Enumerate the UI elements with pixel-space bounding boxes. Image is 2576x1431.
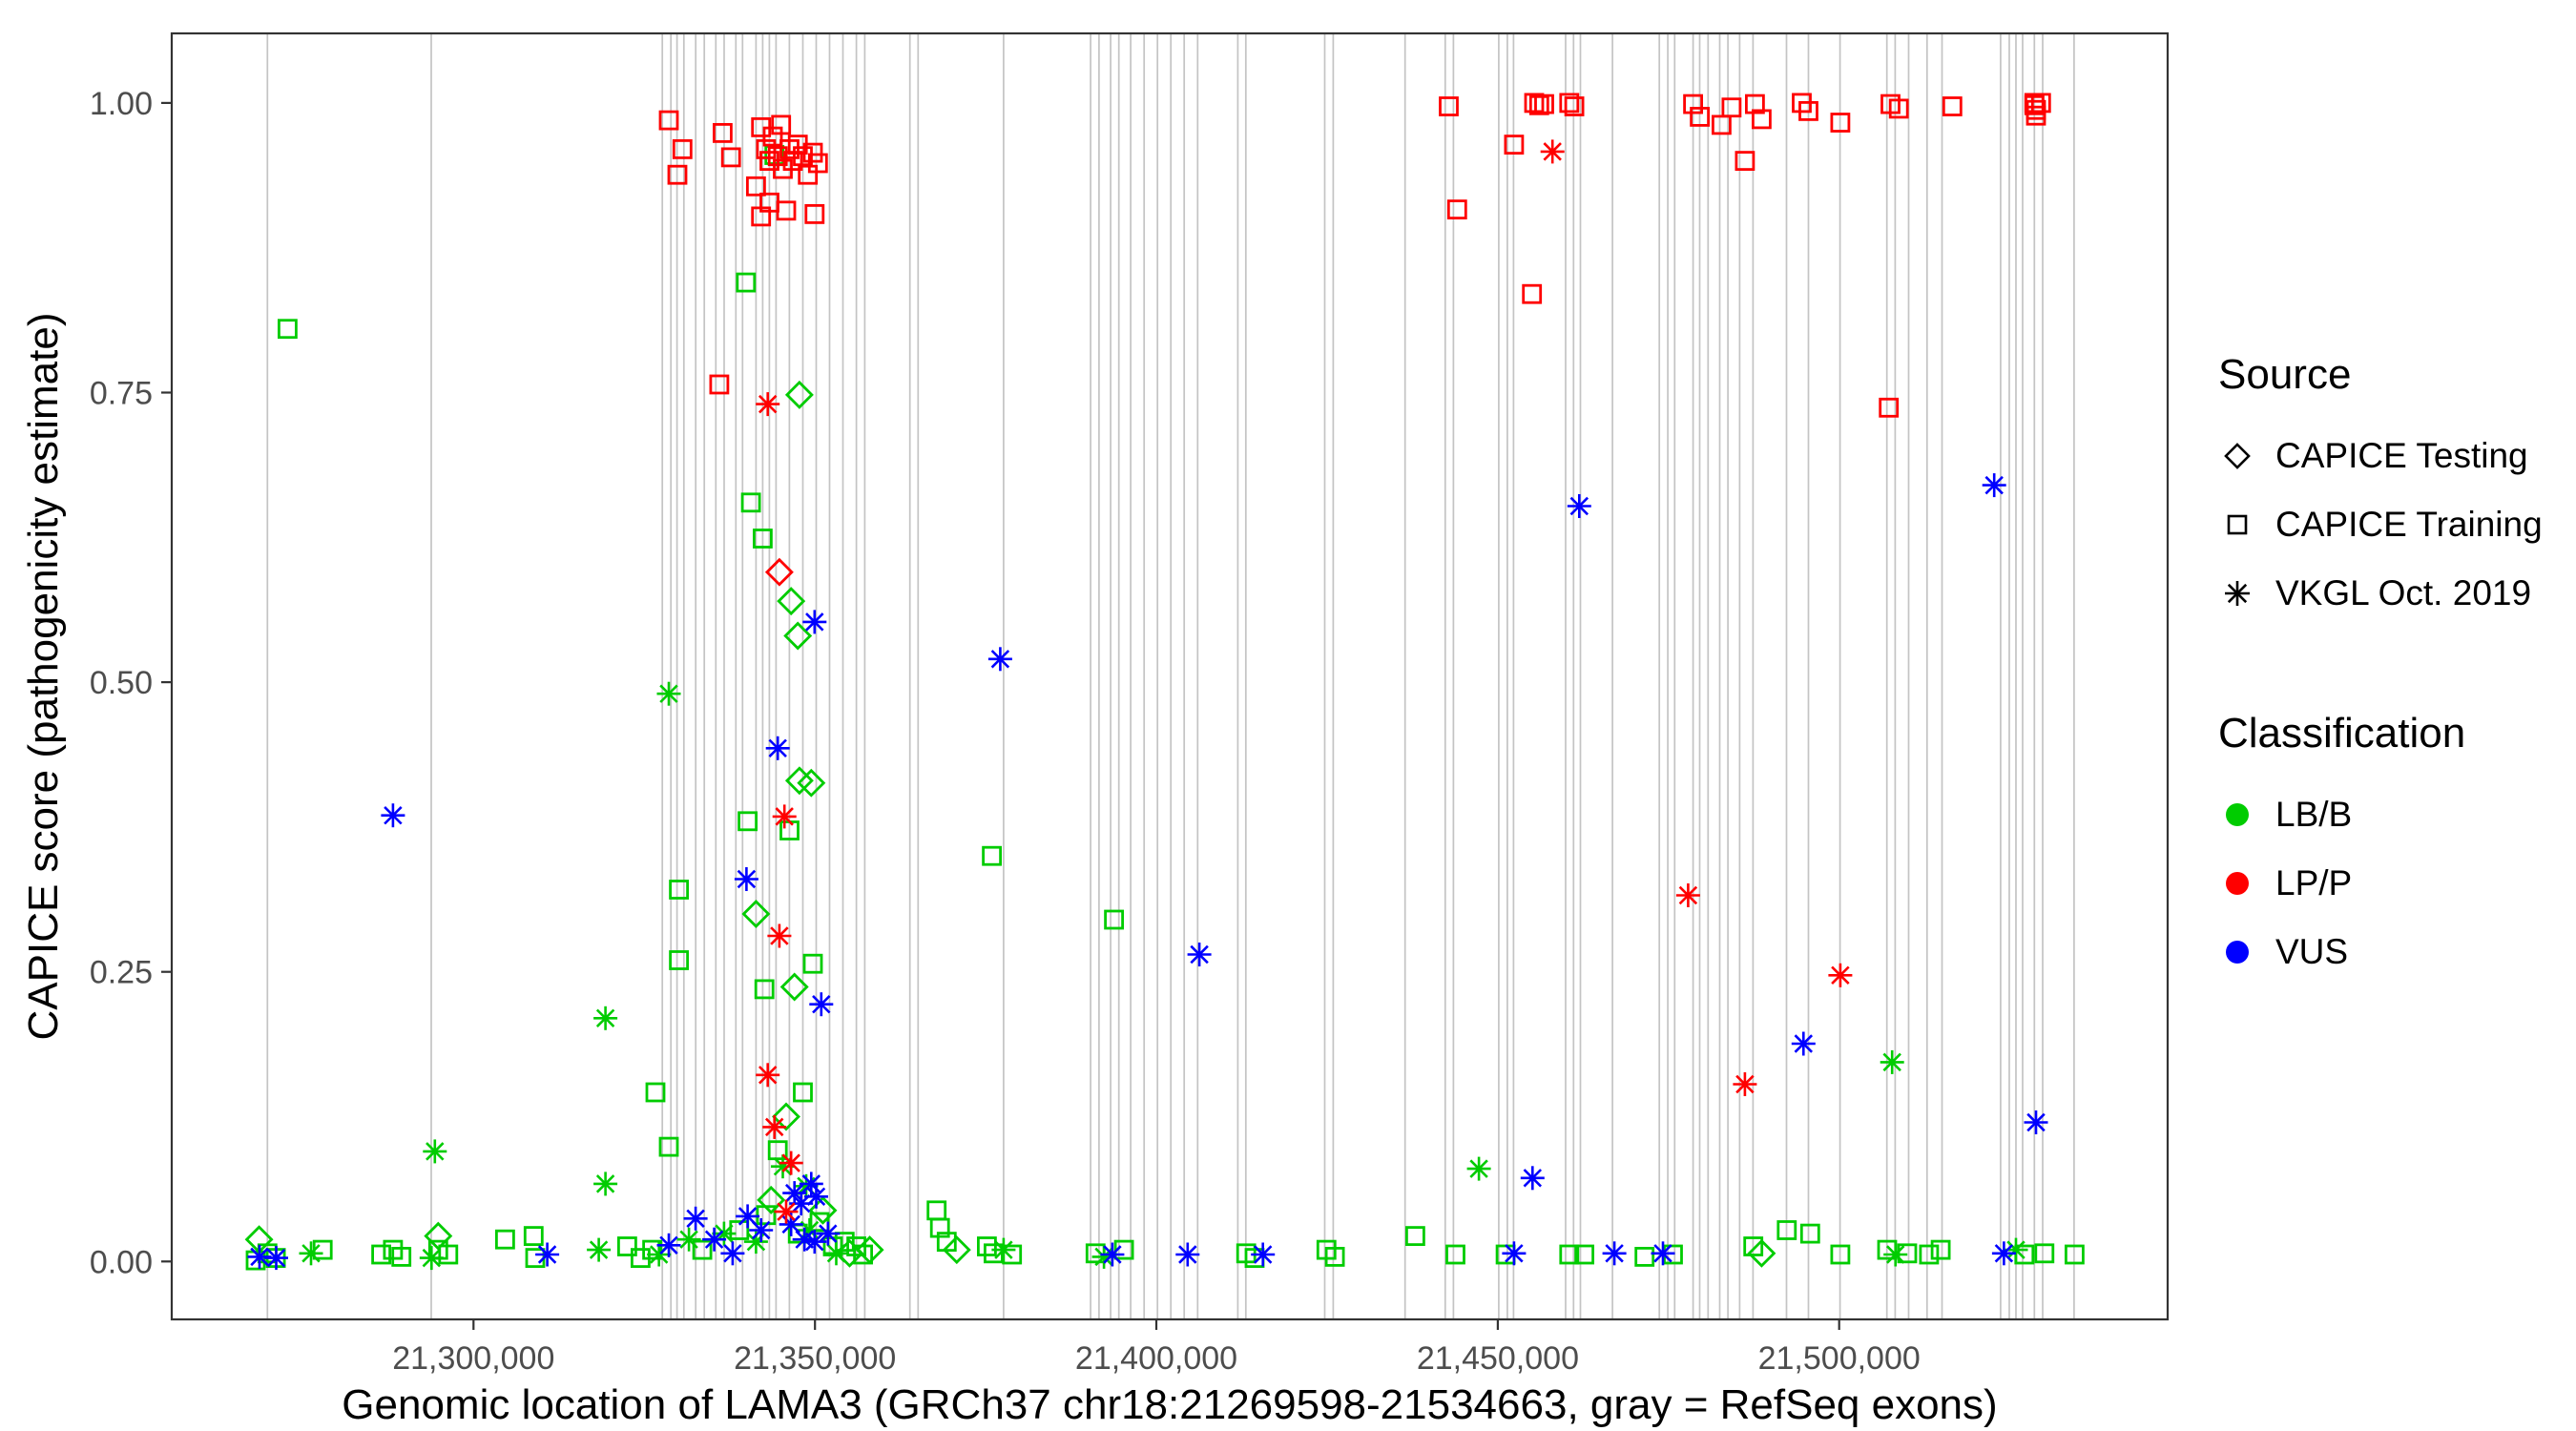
vus-color-dot-icon <box>2226 941 2249 964</box>
diamond-icon <box>2224 443 2251 469</box>
legend-spacer <box>2218 628 2571 710</box>
svg-text:0.00: 0.00 <box>90 1244 153 1280</box>
legend-item-capice-training: CAPICE Training <box>2218 490 2571 559</box>
legend-item-lb-b: LB/B <box>2218 780 2571 849</box>
svg-text:21,350,000: 21,350,000 <box>734 1340 896 1377</box>
svg-text:0.50: 0.50 <box>90 665 153 701</box>
y-axis-title: CAPICE score (pathogenicity estimate) <box>20 312 67 1041</box>
lb-b-color-dot-icon <box>2226 803 2249 826</box>
legend-classification-title: Classification <box>2218 710 2466 757</box>
legend: Source CAPICE Testing CAPICE Training <box>2218 351 2571 986</box>
legend-item-vus: VUS <box>2218 918 2571 986</box>
svg-text:0.25: 0.25 <box>90 955 153 991</box>
legend-item-label: LB/B <box>2275 795 2353 834</box>
legend-item-vkgl-oct-2019: VKGL Oct. 2019 <box>2218 559 2571 628</box>
legend-item-label: VKGL Oct. 2019 <box>2275 573 2532 612</box>
asterisk-icon <box>2225 581 2250 606</box>
legend-source-title: Source <box>2218 351 2352 398</box>
legend-item-label: CAPICE Training <box>2275 505 2543 544</box>
legend-item-label: VUS <box>2275 932 2349 971</box>
svg-text:0.75: 0.75 <box>90 376 153 412</box>
svg-text:1.00: 1.00 <box>90 86 153 122</box>
square-icon <box>2227 514 2248 535</box>
legend-item-label: CAPICE Testing <box>2275 436 2528 475</box>
legend-item-lp-p: LP/P <box>2218 849 2571 918</box>
lp-p-color-dot-icon <box>2226 872 2249 895</box>
x-axis-title: Genomic location of LAMA3 (GRCh37 chr18:… <box>342 1381 1998 1428</box>
legend-item-capice-testing: CAPICE Testing <box>2218 422 2571 490</box>
svg-text:21,450,000: 21,450,000 <box>1417 1340 1579 1377</box>
legend-item-label: LP/P <box>2275 863 2353 902</box>
svg-text:21,500,000: 21,500,000 <box>1758 1340 1921 1377</box>
svg-text:21,400,000: 21,400,000 <box>1075 1340 1237 1377</box>
svg-text:21,300,000: 21,300,000 <box>392 1340 554 1377</box>
